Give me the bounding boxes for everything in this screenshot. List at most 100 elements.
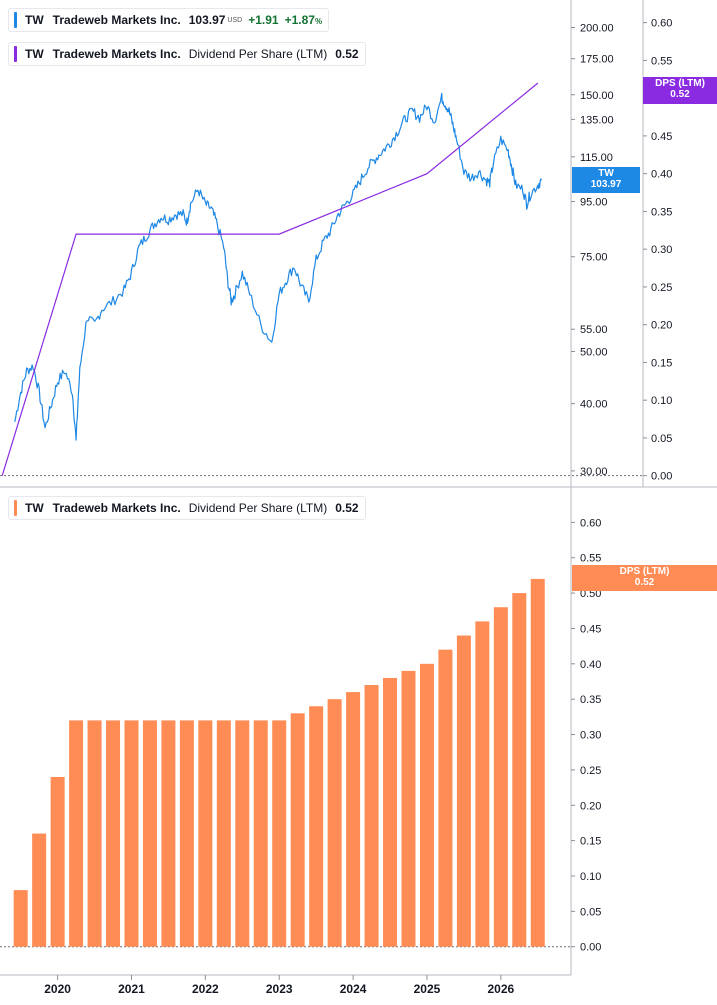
- dps-bar-swatch: [14, 500, 17, 516]
- dps-bar: [87, 720, 102, 947]
- dps-bar-axis-label: 0.30: [580, 730, 601, 742]
- dps-bar: [235, 720, 250, 947]
- dps-bar: [179, 720, 194, 947]
- dps-bar: [327, 699, 342, 947]
- dps-line-legend-company: Tradeweb Markets Inc.: [52, 47, 181, 61]
- time-axis-label: 2022: [192, 982, 219, 996]
- dps-bar: [50, 776, 65, 947]
- dps-bar-legend[interactable]: TW Tradeweb Markets Inc. Dividend Per Sh…: [8, 496, 366, 520]
- dps-bar-tag-label: DPS (LTM): [619, 566, 670, 577]
- dps-line-axis-label: 0.30: [651, 244, 672, 256]
- dps-bar-axis-label: 0.25: [580, 765, 601, 777]
- dps-line-axis-label: 0.40: [651, 169, 672, 181]
- dps-bar: [456, 635, 471, 947]
- dps-bar: [198, 720, 213, 947]
- dps-bar-axis-label: 0.45: [580, 623, 601, 635]
- dps-bar-axis-label: 0.35: [580, 694, 601, 706]
- dps-bar: [253, 720, 268, 947]
- price-legend-currency: USD: [227, 16, 243, 24]
- price-series-line: [14, 92, 543, 441]
- price-axis-label: 75.00: [580, 252, 608, 264]
- dps-bar-last-tag: DPS (LTM) 0.52: [572, 565, 717, 591]
- dps-line-legend-ticker: TW: [25, 47, 44, 61]
- dps-line-axis-label: 0.45: [651, 131, 672, 143]
- dps-line-legend-indicator: Dividend Per Share (LTM): [188, 47, 328, 61]
- dps-line-tag-value: 0.52: [670, 89, 690, 100]
- dps-bar-axis-label: 0.15: [580, 836, 601, 848]
- price-axis-label: 135.00: [580, 114, 614, 126]
- time-axis-label: 2021: [118, 982, 145, 996]
- price-axis-label: 30.00: [580, 466, 608, 478]
- dps-bar-legend-company: Tradeweb Markets Inc.: [52, 501, 181, 515]
- price-tag-label: TW: [598, 168, 614, 179]
- price-legend-price: 103.97: [188, 13, 226, 27]
- dps-line-axis-label: 0.55: [651, 55, 672, 67]
- dps-bar-axis-label: 0.55: [580, 553, 601, 565]
- dps-bar: [512, 593, 527, 947]
- price-axis-label: 55.00: [580, 324, 608, 336]
- dps-bar: [419, 663, 434, 947]
- dps-bar: [383, 677, 398, 947]
- dps-line-legend[interactable]: TW Tradeweb Markets Inc. Dividend Per Sh…: [8, 42, 366, 66]
- dps-bar-axis-label: 0.05: [580, 906, 601, 918]
- dps-bar-axis-label: 0.40: [580, 659, 601, 671]
- dps-line-axis-label: 0.20: [651, 320, 672, 332]
- dps-bar: [290, 713, 305, 947]
- dps-bar-legend-indicator: Dividend Per Share (LTM): [188, 501, 328, 515]
- price-axis-label: 175.00: [580, 54, 614, 66]
- dps-bar: [142, 720, 157, 947]
- dps-line-axis-label: 0.25: [651, 282, 672, 294]
- dps-bar-axis-label: 0.20: [580, 800, 601, 812]
- dps-line-tag-label: DPS (LTM): [655, 78, 705, 89]
- dps-bar: [216, 720, 231, 947]
- dps-bar: [438, 649, 453, 947]
- time-axis-label: 2020: [44, 982, 71, 996]
- price-axis-label: 115.00: [580, 152, 613, 164]
- price-axis-label: 95.00: [580, 196, 608, 208]
- dps-bar: [401, 670, 416, 947]
- dps-line-axis-label: 0.60: [651, 18, 672, 30]
- dps-bar: [124, 720, 139, 947]
- dps-bar: [364, 685, 379, 947]
- dps-line-axis-label: 0.05: [651, 433, 672, 445]
- dps-line-axis-label: 0.35: [651, 206, 672, 218]
- dps-line-axis-label: 0.15: [651, 357, 672, 369]
- dps-line-axis-label: 0.10: [651, 395, 672, 407]
- time-axis-label: 2023: [266, 982, 293, 996]
- price-swatch: [14, 12, 17, 28]
- dps-bar: [475, 621, 490, 947]
- dps-bar: [13, 890, 28, 947]
- price-axis-label: 150.00: [580, 90, 614, 102]
- dps-bar-axis-label: 0.60: [580, 517, 601, 529]
- dps-series-line: [1, 82, 539, 476]
- price-legend-ticker: TW: [25, 13, 44, 27]
- dps-bar-legend-ticker: TW: [25, 501, 44, 515]
- price-legend[interactable]: TW Tradeweb Markets Inc. 103.97 USD +1.9…: [8, 8, 330, 32]
- time-axis-label: 2024: [340, 982, 367, 996]
- price-last-tag: TW 103.97: [572, 167, 640, 193]
- price-legend-change: +1.91: [248, 13, 279, 27]
- price-legend-change-pct: +1.87%: [284, 13, 323, 27]
- time-axis-label: 2025: [414, 982, 441, 996]
- dps-line-last-tag: DPS (LTM) 0.52: [643, 77, 717, 104]
- dps-bar: [530, 578, 545, 947]
- dps-bar-axis-label: 0.00: [580, 942, 601, 954]
- dps-bar-tag-value: 0.52: [634, 577, 655, 588]
- dps-line-axis-label: 0.00: [651, 471, 672, 483]
- price-tag-value: 103.97: [590, 179, 622, 190]
- dps-bar: [272, 720, 287, 947]
- price-axis-label: 40.00: [580, 399, 608, 411]
- dps-line-swatch: [14, 46, 17, 62]
- dps-bar: [32, 833, 47, 947]
- dps-bar-legend-value: 0.52: [335, 501, 359, 515]
- dps-bar: [69, 720, 84, 947]
- price-axis-label: 50.00: [580, 346, 608, 358]
- price-legend-company: Tradeweb Markets Inc.: [52, 13, 181, 27]
- dps-bar: [493, 607, 508, 947]
- dps-bar: [161, 720, 176, 947]
- time-axis-label: 2026: [487, 982, 514, 996]
- price-axis-label: 200.00: [580, 23, 614, 35]
- dps-bar-axis-label: 0.50: [580, 588, 601, 600]
- dps-bar: [346, 692, 361, 947]
